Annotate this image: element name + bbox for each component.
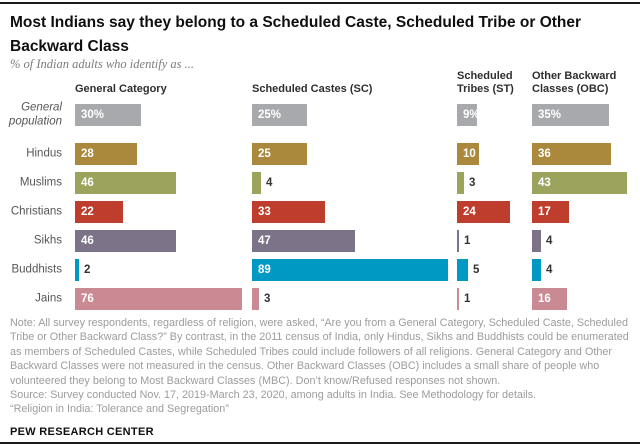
row-label: Christians — [10, 205, 62, 218]
bar — [252, 288, 259, 310]
bar-value-label: 33 — [258, 206, 271, 218]
bar — [457, 259, 468, 281]
bar-value-label: 36 — [538, 148, 551, 160]
bar-value-label: 24 — [463, 206, 476, 218]
bar — [75, 259, 79, 281]
bar — [252, 259, 448, 281]
row-label: Muslims — [19, 176, 62, 189]
bar-value-label: 4 — [546, 264, 553, 276]
bar-value-label: 4 — [546, 235, 553, 247]
column-header: General Category — [75, 83, 167, 95]
bar-value-label: 22 — [81, 206, 94, 218]
chart-title: Most Indians say they belong to a Schedu… — [10, 14, 582, 55]
brand-wordmark: PEW RESEARCH CENTER — [10, 425, 154, 438]
bar — [457, 104, 477, 126]
bar-value-label: 16 — [538, 293, 551, 305]
bar — [75, 288, 242, 310]
column-header: Scheduled Tribes (ST) — [457, 70, 514, 95]
row-label: Hindus — [26, 147, 62, 160]
bar-value-label: 5 — [473, 264, 480, 276]
column-header: Other Backward Classes (OBC) — [532, 70, 617, 95]
chart-subtitle: % of Indian adults who identify as ... — [10, 57, 195, 71]
report-title-text: “Religion in India: Tolerance and Segreg… — [10, 403, 229, 416]
bar-value-label: 46 — [81, 177, 94, 189]
bar-value-label: 17 — [538, 206, 551, 218]
bar — [457, 201, 510, 223]
bar — [75, 143, 137, 165]
bar-value-label: 3 — [469, 177, 476, 189]
column-header: Scheduled Castes (SC) — [252, 83, 373, 95]
bar — [532, 172, 627, 194]
note-text: Note: All survey respondents, regardless… — [10, 317, 629, 387]
bar — [252, 143, 307, 165]
bar — [457, 230, 459, 252]
bar — [532, 201, 569, 223]
bar-value-label: 2 — [84, 264, 91, 276]
bar — [75, 104, 141, 126]
row-label: Jains — [35, 292, 62, 305]
bar-value-label: 89 — [258, 264, 271, 276]
top-rule — [0, 2, 640, 4]
bar — [457, 172, 464, 194]
row-label: General population — [8, 101, 62, 128]
bar — [457, 288, 459, 310]
bar-value-label: 43 — [538, 177, 551, 189]
bar-value-label: 1 — [464, 293, 471, 305]
bar — [457, 143, 479, 165]
bar-value-label: 25% — [258, 109, 282, 121]
bar-value-label: 35% — [538, 109, 562, 121]
bar — [75, 201, 123, 223]
bar — [532, 230, 541, 252]
bar — [252, 104, 307, 126]
bar — [532, 143, 611, 165]
bar — [252, 201, 325, 223]
bar-value-label: 10 — [463, 148, 476, 160]
bar-value-label: 30% — [81, 109, 105, 121]
bar — [532, 104, 609, 126]
bar-value-label: 76 — [81, 293, 94, 305]
bar-value-label: 47 — [258, 235, 271, 247]
bottom-rule — [0, 442, 640, 444]
bar-value-label: 28 — [81, 148, 94, 160]
bar-value-label: 25 — [258, 148, 271, 160]
bar — [75, 230, 176, 252]
bar-value-label: 3 — [264, 293, 271, 305]
notes-block: Note: All survey respondents, regardless… — [10, 316, 632, 438]
bar — [75, 172, 176, 194]
bar-value-label: 46 — [81, 235, 94, 247]
row-label: Buddhists — [11, 263, 62, 276]
bar — [252, 172, 261, 194]
row-label: Sikhs — [33, 234, 62, 247]
bar-value-label: 9% — [463, 109, 480, 121]
bar-value-label: 4 — [266, 177, 273, 189]
bar — [532, 288, 567, 310]
bar-value-label: 1 — [464, 235, 471, 247]
source-text: Source: Survey conducted Nov. 17, 2019-M… — [10, 389, 537, 402]
bar — [532, 259, 541, 281]
bar — [252, 230, 355, 252]
